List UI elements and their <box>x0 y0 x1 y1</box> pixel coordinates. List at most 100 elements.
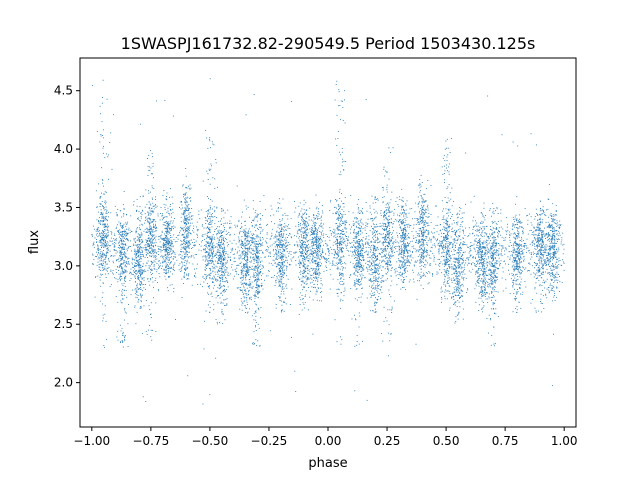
data-point <box>207 220 209 222</box>
data-point <box>121 228 123 229</box>
data-point <box>186 242 187 244</box>
data-point <box>301 236 303 238</box>
data-point <box>244 238 246 239</box>
data-point <box>310 227 312 229</box>
data-point <box>213 231 215 232</box>
data-point <box>370 310 372 312</box>
data-point <box>278 238 280 240</box>
data-point <box>356 248 358 250</box>
data-point <box>211 260 212 262</box>
data-point <box>423 256 425 258</box>
data-point <box>209 238 211 240</box>
data-point <box>246 236 247 237</box>
data-point <box>320 236 322 238</box>
data-point <box>220 242 222 243</box>
data-point <box>382 187 384 189</box>
data-point <box>239 308 241 310</box>
data-point <box>122 285 124 287</box>
data-point <box>388 224 390 225</box>
data-point <box>425 209 427 210</box>
data-point <box>210 214 212 216</box>
data-point <box>141 242 142 244</box>
data-point <box>188 245 190 247</box>
data-point <box>336 210 338 212</box>
data-point <box>149 324 151 326</box>
data-point <box>225 269 227 270</box>
data-point <box>403 216 405 218</box>
data-point <box>119 250 121 251</box>
data-point <box>283 261 285 263</box>
data-point <box>103 145 105 147</box>
data-point <box>98 269 100 271</box>
data-point <box>222 255 223 257</box>
data-point <box>145 231 147 233</box>
data-point <box>187 252 189 253</box>
data-point <box>358 247 360 249</box>
data-point <box>181 201 182 202</box>
data-point <box>360 249 362 251</box>
data-point <box>425 259 427 261</box>
data-point <box>184 253 186 255</box>
data-point <box>422 228 424 230</box>
data-point <box>222 262 224 264</box>
data-point <box>160 256 162 258</box>
data-point <box>447 264 449 266</box>
data-point <box>396 197 398 199</box>
data-point <box>400 235 402 237</box>
data-point <box>146 254 148 256</box>
data-point <box>354 223 355 225</box>
data-point <box>151 268 153 270</box>
data-point <box>364 227 366 229</box>
data-point <box>105 229 107 231</box>
data-point <box>305 245 307 247</box>
data-point <box>282 240 284 242</box>
data-point <box>226 271 228 273</box>
data-point <box>354 285 356 287</box>
data-point <box>240 271 242 273</box>
data-point <box>317 270 319 272</box>
data-point <box>302 213 304 215</box>
data-point <box>121 249 123 251</box>
data-point <box>247 269 249 271</box>
data-point <box>102 303 104 305</box>
data-point <box>387 207 389 209</box>
data-point <box>425 237 427 239</box>
data-point <box>417 222 419 224</box>
data-point <box>342 222 344 224</box>
data-point <box>281 304 283 306</box>
data-point <box>405 219 407 221</box>
data-point <box>342 161 344 163</box>
data-point <box>136 256 138 258</box>
data-point <box>153 205 155 207</box>
data-point <box>128 245 130 247</box>
data-point <box>383 241 385 243</box>
data-point <box>299 239 301 241</box>
data-point <box>129 229 131 231</box>
data-point <box>220 263 221 265</box>
data-point <box>217 233 219 235</box>
data-point <box>210 238 212 240</box>
data-point <box>205 227 207 229</box>
data-point <box>425 199 427 201</box>
data-point <box>279 271 281 273</box>
data-point <box>167 226 169 228</box>
data-point <box>396 214 398 216</box>
data-point <box>146 333 148 335</box>
data-point <box>249 285 251 287</box>
data-point <box>249 297 251 299</box>
data-point <box>121 273 123 275</box>
data-point <box>135 230 137 232</box>
data-point <box>121 257 123 259</box>
data-point <box>163 245 165 247</box>
data-point <box>209 183 211 185</box>
data-point <box>221 274 223 276</box>
data-point <box>420 259 422 261</box>
data-point <box>189 219 191 221</box>
data-point <box>357 280 359 282</box>
data-point <box>418 185 420 187</box>
data-point <box>215 162 217 164</box>
data-point <box>133 272 135 273</box>
data-point <box>124 230 126 232</box>
data-point <box>215 255 216 256</box>
data-point <box>282 236 284 238</box>
